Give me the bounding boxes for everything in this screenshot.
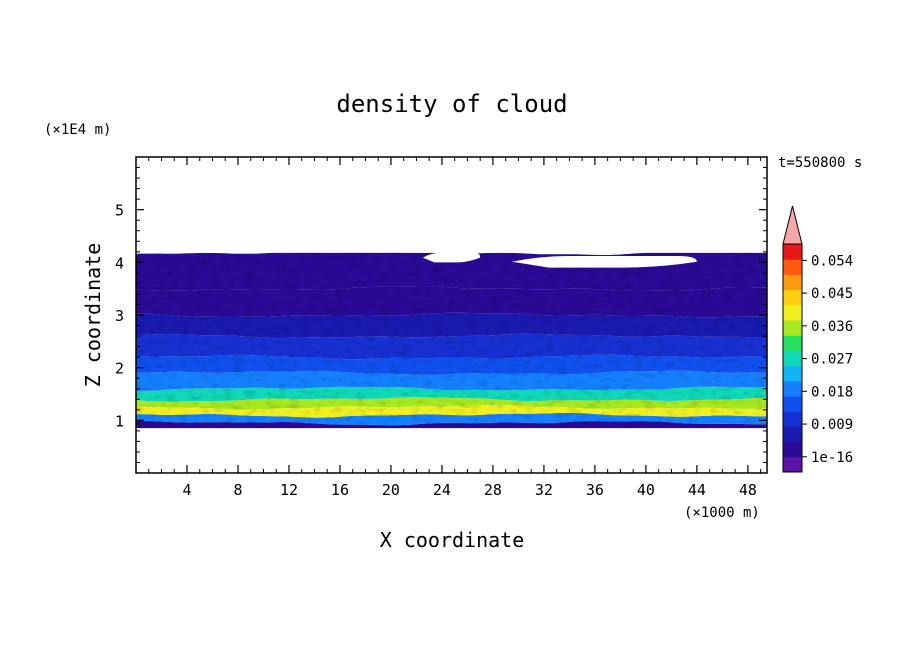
colorbar-swatch	[783, 396, 802, 412]
x-unit-label: (×1000 m)	[684, 505, 760, 521]
colorbar-swatch	[783, 456, 802, 473]
clear-sky-above	[136, 157, 767, 253]
y-tick-label: 3	[115, 307, 124, 325]
x-tick-label: 16	[331, 481, 349, 499]
time-label: t=550800 s	[778, 155, 862, 171]
plot-area	[136, 157, 767, 473]
colorbar-swatch	[783, 335, 802, 351]
clear-sky-below	[136, 428, 767, 473]
colorbar-tick-label: 0.045	[811, 286, 853, 302]
y-tick-label: 1	[115, 412, 124, 430]
x-tick-label: 24	[433, 481, 451, 499]
y-tick-label: 4	[115, 254, 124, 272]
colorbar-tick-label: 0.009	[811, 417, 853, 433]
y-tick-label: 5	[115, 202, 124, 220]
x-axis-ticks: 4 8 12 16 20 24 28 32 36 40 44 48	[148, 157, 762, 499]
colorbar-swatch	[783, 304, 802, 321]
x-tick-label: 44	[688, 481, 706, 499]
colorbar-swatch	[783, 350, 802, 367]
colorbar-tick-label: 0.018	[811, 384, 853, 400]
chart-title: density of cloud	[336, 90, 567, 118]
x-tick-label: 32	[535, 481, 553, 499]
colorbar-swatch	[783, 244, 802, 260]
colorbar-swatch	[783, 380, 802, 397]
colorbar-swatch	[783, 441, 802, 458]
y-axis-ticks: 1 2 3 4 5	[115, 167, 767, 463]
colorbar: 1e-16 0.009 0.018 0.027 0.036 0.045 0.054	[782, 205, 853, 473]
clear-sky-patches	[136, 157, 767, 473]
x-tick-label: 8	[233, 481, 242, 499]
colorbar-swatch	[783, 426, 802, 443]
colorbar-swatch	[783, 411, 802, 427]
colorbar-swatch	[783, 274, 802, 291]
colorbar-swatch	[783, 365, 802, 382]
colorbar-extend-triangle	[782, 205, 803, 245]
colorbar-swatch	[783, 259, 802, 275]
colorbar-tick-label: 1e-16	[811, 450, 853, 466]
colorbar-tick-label: 0.027	[811, 352, 853, 368]
x-tick-label: 28	[484, 481, 502, 499]
x-tick-label: 20	[382, 481, 400, 499]
x-tick-label: 12	[280, 481, 298, 499]
x-tick-label: 4	[182, 481, 191, 499]
clear-patch	[512, 256, 697, 268]
x-tick-label: 36	[586, 481, 604, 499]
x-axis-label: X coordinate	[380, 528, 525, 552]
clear-patch	[422, 252, 481, 263]
colorbar-tick-label: 0.036	[811, 319, 853, 335]
colorbar-frame	[782, 243, 803, 473]
y-unit-label: (×1E4 m)	[44, 122, 111, 138]
colorbar-tick-label: 0.054	[811, 253, 853, 269]
y-axis-label: Z coordinate	[81, 243, 105, 388]
colorbar-swatch	[783, 289, 802, 306]
y-tick-label: 2	[115, 360, 124, 378]
colorbar-swatch	[783, 320, 802, 336]
x-tick-label: 48	[739, 481, 757, 499]
x-tick-label: 40	[637, 481, 655, 499]
